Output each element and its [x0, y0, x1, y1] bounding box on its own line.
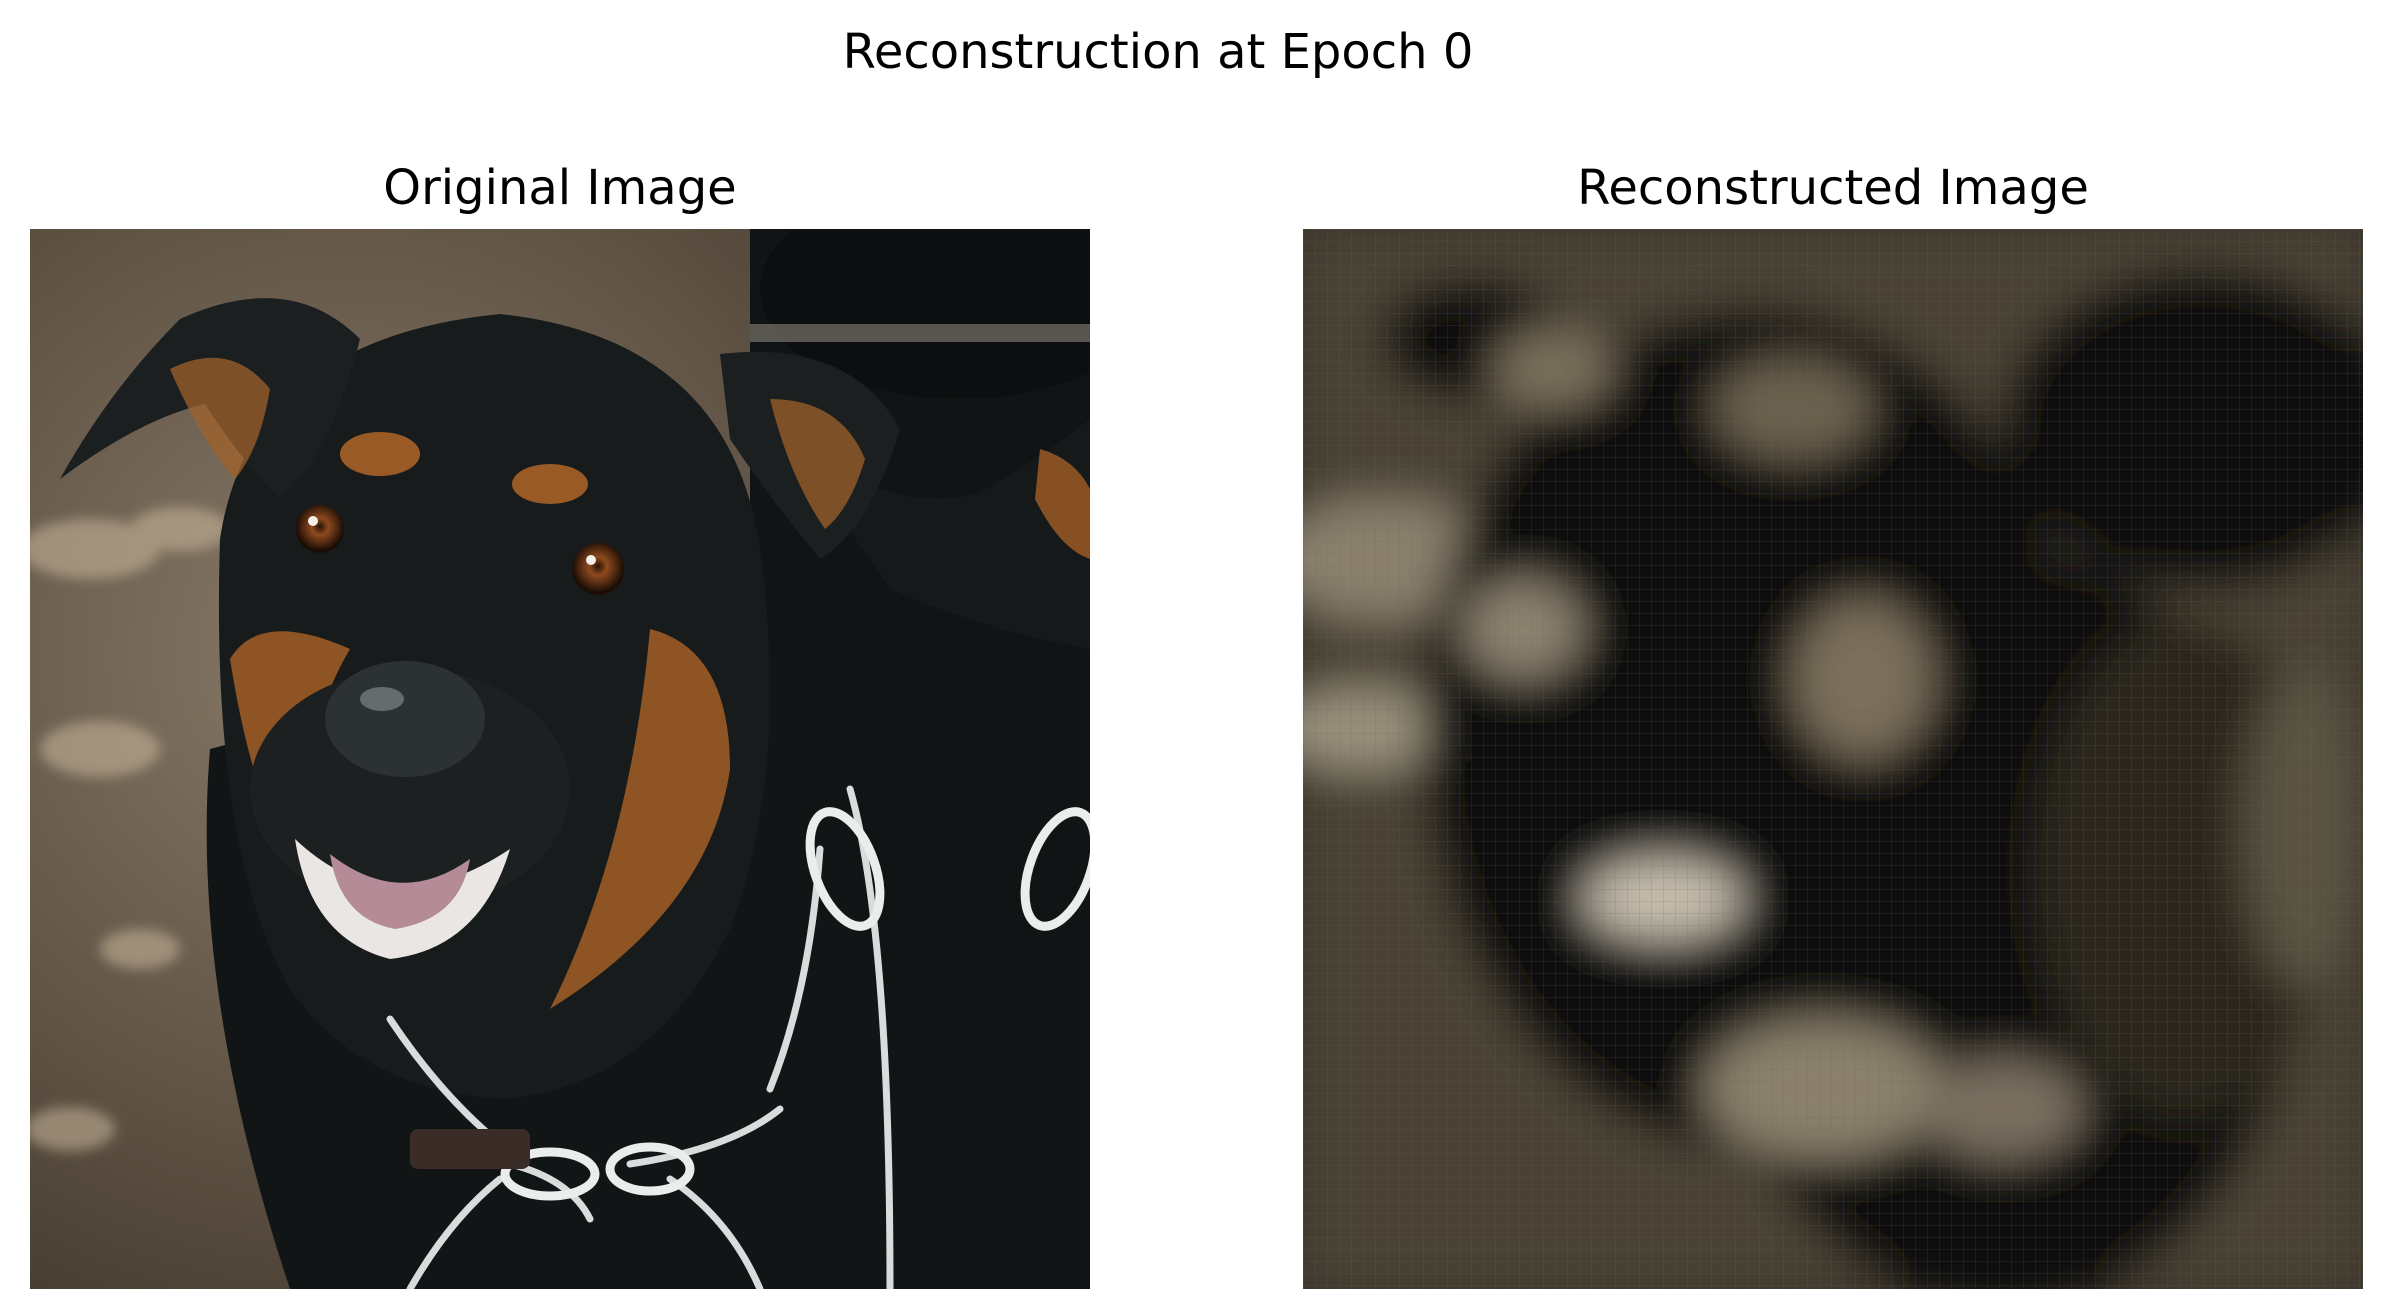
- original-image: [30, 229, 1090, 1289]
- panel-title-original: Original Image: [383, 160, 737, 216]
- reconstructed-image: [1303, 229, 2363, 1289]
- panel-title-reconstructed: Reconstructed Image: [1577, 160, 2089, 216]
- reconstructed-dog-image: [1303, 229, 2363, 1289]
- figure-title: Reconstruction at Epoch 0: [842, 24, 1474, 80]
- original-dog-photo: [30, 229, 1090, 1289]
